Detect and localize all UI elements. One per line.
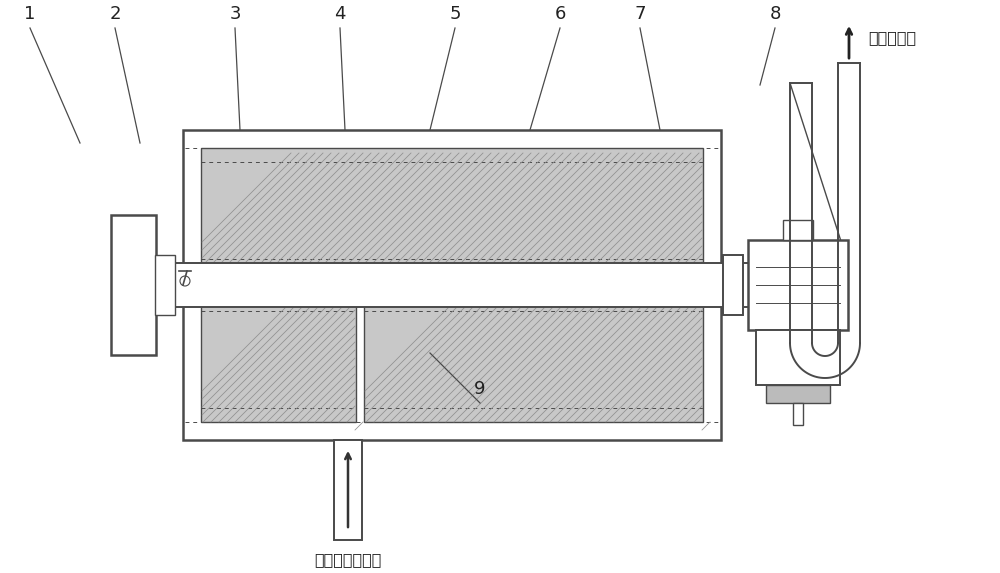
Bar bbox=[723, 255, 743, 315]
Bar bbox=[111, 215, 156, 355]
Bar bbox=[201, 148, 703, 273]
Bar bbox=[748, 240, 848, 330]
Text: 7: 7 bbox=[634, 5, 646, 23]
Bar bbox=[364, 297, 703, 422]
Text: 3: 3 bbox=[229, 5, 241, 23]
Text: 4: 4 bbox=[334, 5, 346, 23]
Text: 1: 1 bbox=[24, 5, 36, 23]
Text: 内含焦油的烟气: 内含焦油的烟气 bbox=[314, 552, 382, 567]
Text: 除焦油烟气: 除焦油烟气 bbox=[868, 30, 916, 45]
Text: 9: 9 bbox=[474, 380, 486, 398]
Text: 6: 6 bbox=[554, 5, 566, 23]
Bar bbox=[334, 440, 362, 540]
Bar bbox=[155, 255, 175, 315]
Bar bbox=[766, 385, 830, 403]
Bar bbox=[783, 220, 813, 240]
Bar bbox=[756, 330, 840, 385]
Bar bbox=[183, 130, 721, 440]
Text: 2: 2 bbox=[109, 5, 121, 23]
Text: 8: 8 bbox=[769, 5, 781, 23]
Bar bbox=[201, 297, 356, 422]
Bar bbox=[793, 403, 803, 425]
Text: 5: 5 bbox=[449, 5, 461, 23]
Bar bbox=[155, 263, 771, 307]
